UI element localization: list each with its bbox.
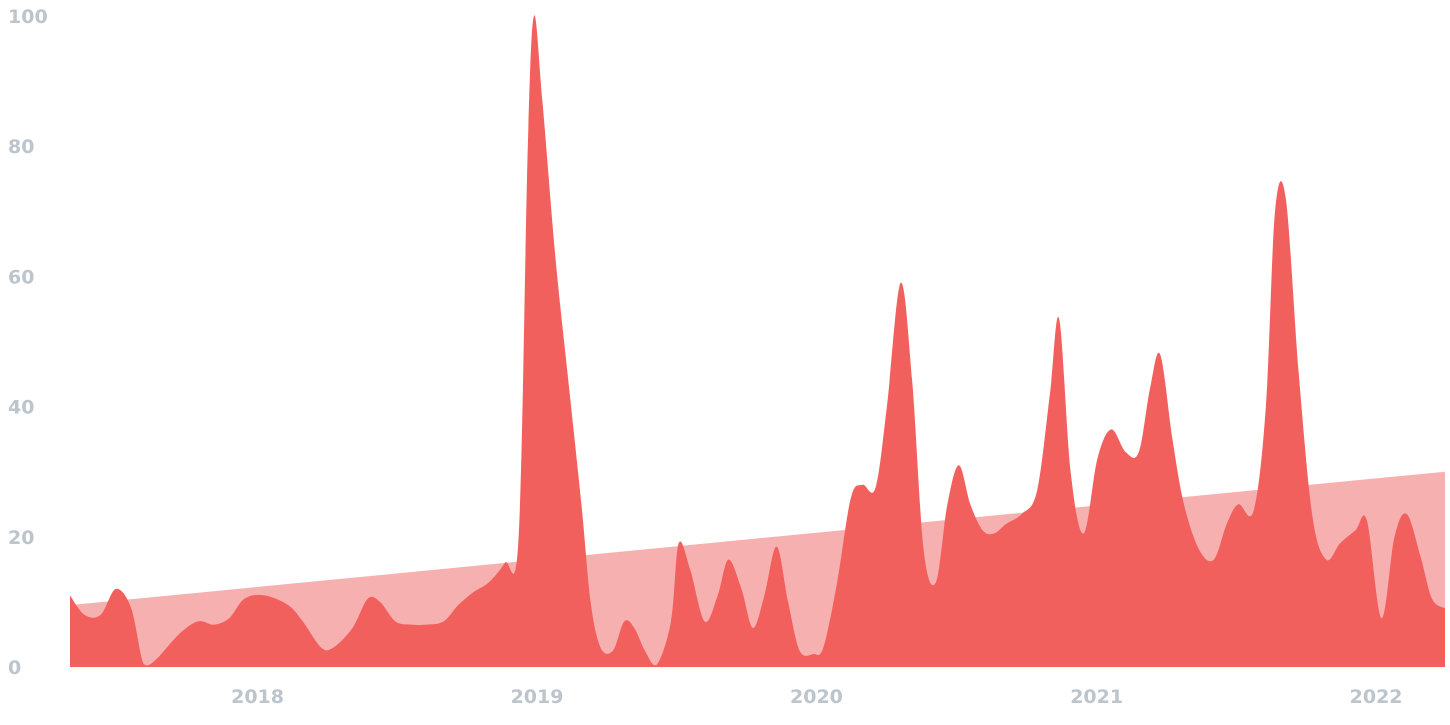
values-area — [70, 15, 1445, 668]
x-tick-label: 2018 — [231, 686, 284, 708]
x-tick-label: 2019 — [511, 686, 564, 708]
y-tick-label: 40 — [8, 397, 34, 419]
x-tick-label: 2022 — [1350, 686, 1403, 708]
y-tick-label: 0 — [8, 657, 21, 679]
x-tick-label: 2021 — [1070, 686, 1123, 708]
y-axis: 0 20 40 60 80 100 — [8, 6, 48, 679]
y-tick-label: 80 — [8, 136, 34, 158]
x-tick-label: 2020 — [790, 686, 843, 708]
y-tick-label: 20 — [8, 527, 34, 549]
y-tick-label: 100 — [8, 6, 48, 28]
y-tick-label: 60 — [8, 266, 34, 288]
areas-layer — [70, 15, 1445, 668]
x-axis: 2018 2019 2020 2021 2022 — [231, 686, 1402, 708]
